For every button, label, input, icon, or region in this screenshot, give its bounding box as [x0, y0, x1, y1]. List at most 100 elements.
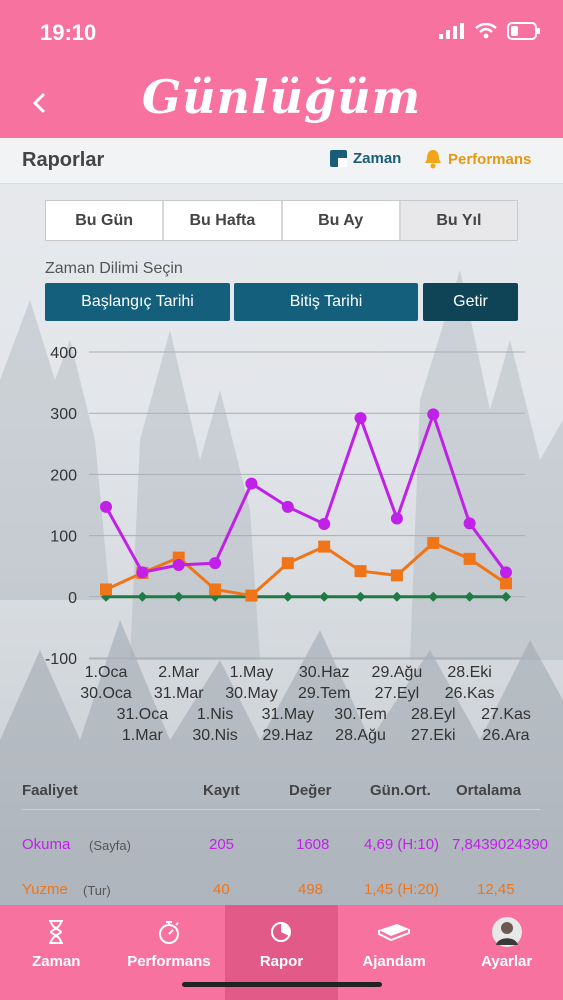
- nav-label: Performans: [127, 953, 211, 970]
- nav-item-performance[interactable]: Performans: [113, 905, 226, 1000]
- back-button[interactable]: [24, 86, 54, 120]
- wifi-icon: [475, 23, 497, 39]
- data-point: [281, 557, 294, 570]
- pie-chart-icon: [271, 922, 292, 942]
- nav-label: Ayarlar: [481, 953, 533, 970]
- data-point: [281, 500, 294, 513]
- x-tick-label: 27.Kas: [481, 706, 531, 723]
- data-point: [245, 589, 258, 602]
- data-point: [173, 591, 184, 602]
- line-chart: -100 0 100 200 300 400 1.Oca 30.Oca 31.Oca 1.Mar 2…: [0, 330, 563, 770]
- app-title: Günlüğüm: [141, 70, 422, 124]
- period-tab-month[interactable]: Bu Ay: [282, 201, 401, 240]
- time-report-icon: [330, 150, 347, 167]
- row-value: 1608: [296, 836, 330, 853]
- period-tab-year[interactable]: Bu Yıl: [400, 201, 517, 240]
- data-point: [501, 591, 511, 602]
- x-tick-label: 1.Mar: [122, 727, 164, 744]
- nav-item-settings[interactable]: Ayarlar: [450, 905, 563, 1000]
- x-tick-label: 29.Ağu: [372, 664, 423, 681]
- col-records: Kayıt: [203, 782, 240, 799]
- series-line: [104, 409, 508, 575]
- data-point: [390, 512, 403, 525]
- x-tick-label: 1.Oca: [85, 664, 128, 681]
- x-tick-label: 30.Tem: [334, 706, 386, 723]
- row-activity-name: Okuma: [22, 836, 71, 853]
- fetch-button[interactable]: Getir: [423, 283, 518, 321]
- data-point: [209, 557, 222, 570]
- x-tick-label: 2.Mar: [158, 664, 200, 681]
- row-unit: (Tur): [83, 883, 111, 898]
- book-icon: [378, 924, 411, 942]
- x-tick-label: 31.May: [262, 706, 314, 723]
- tab-time-label: Zaman: [353, 150, 402, 167]
- y-tick-label: 100: [50, 529, 77, 546]
- x-tick-label: 1.May: [230, 664, 274, 681]
- x-tick-label: 31.Mar: [154, 685, 204, 702]
- y-tick-label: 300: [50, 406, 77, 423]
- row-average: 12,45: [477, 881, 515, 898]
- table-row[interactable]: Yuzme (Tur) 40 498 1,45 (H:20) 12,45: [22, 881, 563, 911]
- x-tick-label: 30.May: [225, 685, 277, 702]
- y-tick-label: 200: [50, 467, 77, 484]
- data-point: [354, 412, 367, 425]
- x-tick-label: 30.Oca: [80, 685, 132, 702]
- chevron-left-icon: [32, 92, 46, 114]
- col-activity: Faaliyet: [22, 782, 78, 799]
- data-point: [390, 569, 403, 582]
- x-tick-label: 26.Ara: [482, 727, 529, 744]
- tab-time[interactable]: Zaman: [330, 150, 401, 167]
- row-daily-avg: 1,45 (H:20): [364, 881, 440, 898]
- nav-item-time[interactable]: Zaman: [0, 905, 113, 1000]
- data-point: [100, 500, 112, 513]
- start-date-button[interactable]: Başlangıç Tarihi: [45, 283, 230, 321]
- period-tab-week[interactable]: Bu Hafta: [164, 201, 283, 240]
- avatar: [491, 917, 522, 947]
- nav-item-agenda[interactable]: Ajandam: [338, 905, 451, 1000]
- data-point: [428, 591, 439, 602]
- data-point: [318, 517, 331, 530]
- data-point: [282, 591, 293, 602]
- x-tick-label: 28.Eki: [447, 664, 491, 681]
- x-tick-label: 28.Ağu: [335, 727, 386, 744]
- data-point: [427, 536, 440, 549]
- col-daily-avg: Gün.Ort.: [370, 782, 431, 799]
- row-daily-avg: 4,69 (H:10): [364, 836, 440, 853]
- period-tabs: Bu Gün Bu Hafta Bu Ay Bu Yıl: [45, 200, 518, 241]
- data-point: [100, 583, 112, 596]
- home-indicator: [182, 982, 382, 987]
- data-point: [172, 558, 185, 571]
- nav-label: Rapor: [259, 953, 304, 970]
- battery-icon: [507, 22, 540, 40]
- background-forest: [0, 270, 563, 1000]
- data-point: [464, 591, 475, 602]
- reports-subheader: Raporlar Zaman Performans: [0, 138, 563, 184]
- data-point: [427, 408, 440, 421]
- data-point: [463, 552, 476, 565]
- x-tick-label: 27.Eyl: [375, 685, 419, 702]
- chart-svg: -100 0 100 200 300 400 1.Oca 30.Oca 31.Oca 1.Mar 2…: [45, 345, 531, 744]
- y-tick-label: 400: [50, 345, 77, 362]
- data-point: [319, 591, 330, 602]
- data-point: [354, 565, 367, 578]
- table-row[interactable]: Okuma (Sayfa) 205 1608 4,69 (H:10) 7,843…: [22, 836, 563, 866]
- status-icons: [439, 22, 541, 40]
- end-date-button[interactable]: Bitiş Tarihi: [234, 283, 418, 321]
- period-tab-today[interactable]: Bu Gün: [46, 201, 165, 240]
- signal-icon: [439, 23, 464, 39]
- tab-performance-label: Performans: [448, 150, 532, 168]
- y-tick-label: 0: [68, 590, 77, 607]
- x-tick-label: 30.Nis: [192, 727, 237, 744]
- x-tick-label: 29.Tem: [298, 685, 350, 702]
- row-records: 205: [209, 836, 235, 853]
- x-tick-label: 27.Eki: [411, 727, 455, 744]
- data-point: [355, 591, 366, 602]
- hourglass-icon: [49, 920, 64, 944]
- x-tick-label: 29.Haz: [262, 727, 313, 744]
- y-tick-label: -100: [45, 651, 77, 668]
- col-average: Ortalama: [456, 782, 522, 799]
- col-value: Değer: [289, 782, 332, 799]
- x-tick-label: 26.Kas: [445, 685, 495, 702]
- data-point: [137, 591, 148, 602]
- tab-performance[interactable]: Performans: [424, 149, 531, 169]
